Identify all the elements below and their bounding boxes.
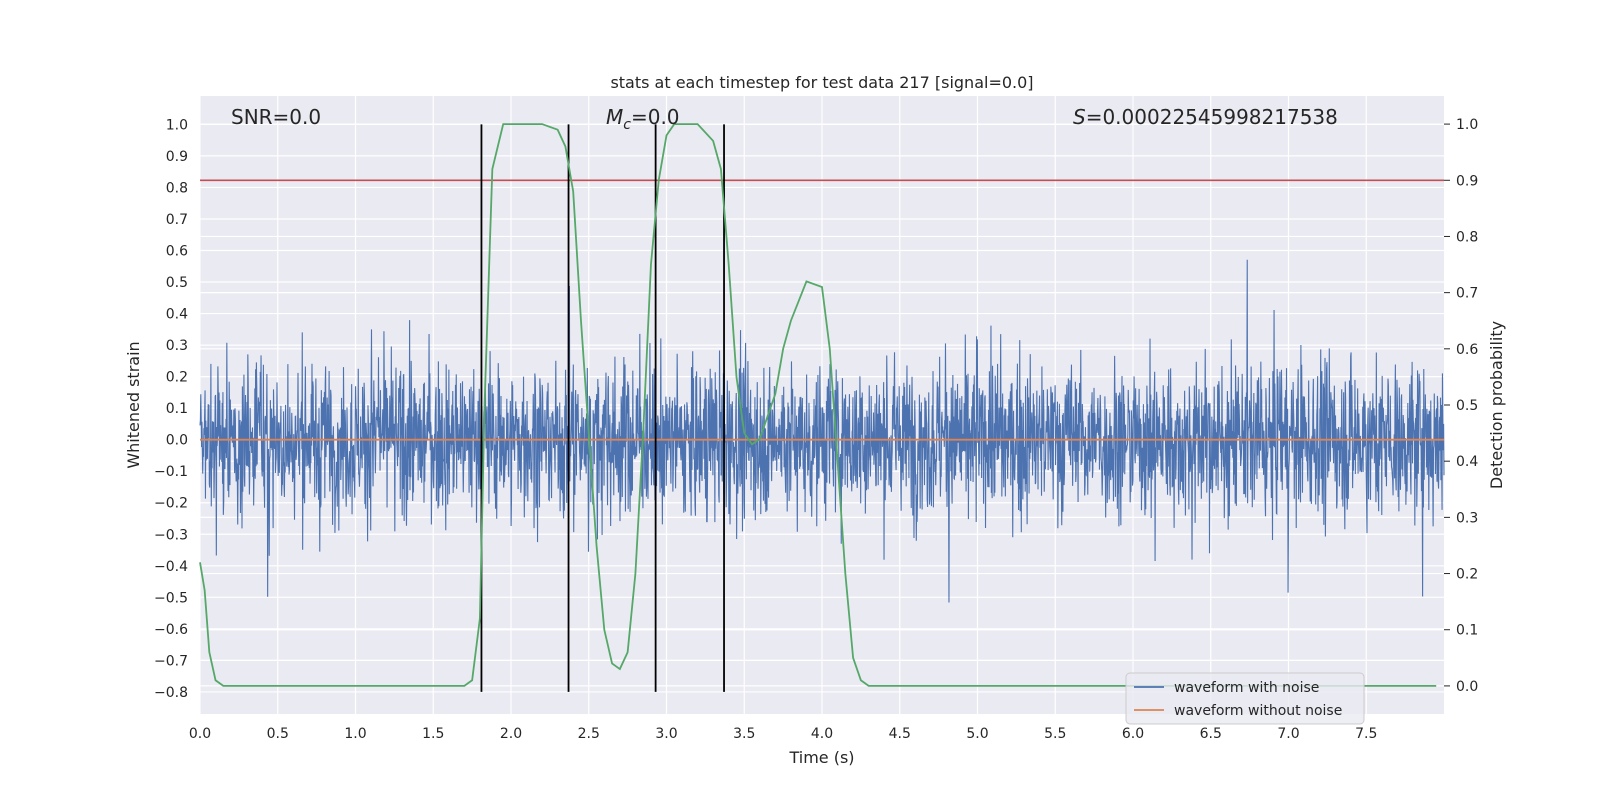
y-tick-label: −0.3 — [154, 527, 188, 543]
snr-annotation: SNR=0.0 — [231, 105, 321, 129]
y-tick-label: −0.4 — [154, 559, 188, 575]
mc-annotation: Mc=0.0 — [606, 105, 680, 133]
y-axis-label: Whitened strain — [124, 341, 143, 468]
s-annotation: S=0.00022545998217538 — [1073, 105, 1338, 129]
y-tick-label: 0.3 — [166, 338, 188, 354]
y-right-tick-label: 0.1 — [1456, 623, 1478, 639]
y-tick-label: −0.5 — [154, 590, 188, 606]
x-tick-label: 6.0 — [1122, 726, 1144, 742]
probability-line — [199, 123, 1437, 687]
noise-waveform-line — [199, 259, 1445, 603]
x-tick-label: 5.0 — [966, 726, 988, 742]
x-tick-label: 0.5 — [267, 726, 289, 742]
x-tick-label: 7.0 — [1277, 726, 1299, 742]
x-tick-label: 2.5 — [578, 726, 600, 742]
y-right-tick-label: 0.0 — [1456, 679, 1478, 695]
y-right-tick-label: 0.7 — [1456, 286, 1478, 302]
y-right-tick-label: 0.4 — [1456, 454, 1478, 470]
y-right-tick-label: 0.9 — [1456, 173, 1478, 189]
x-tick-label: 4.5 — [889, 726, 911, 742]
y-right-tick-label: 0.8 — [1456, 229, 1478, 245]
y-right-tick-label: 0.3 — [1456, 510, 1478, 526]
chart-title: stats at each timestep for test data 217… — [610, 73, 1033, 92]
y-tick-label: 0.1 — [166, 401, 188, 417]
legend-label-waveform-with-noise: waveform with noise — [1174, 680, 1319, 696]
x-axis-label: Time (s) — [788, 748, 854, 767]
y-right-tick-label: 1.0 — [1456, 117, 1478, 133]
legend-box — [1125, 672, 1365, 725]
x-tick-label: 0.0 — [189, 726, 211, 742]
y-tick-label: 0.5 — [166, 275, 188, 291]
y-tick-label: −0.8 — [154, 685, 188, 701]
x-tick-label: 7.5 — [1355, 726, 1377, 742]
legend: waveform with noise waveform without noi… — [1125, 672, 1365, 725]
x-tick-label: 3.5 — [733, 726, 755, 742]
x-tick-label: 1.0 — [344, 726, 366, 742]
y-tick-label: 1.0 — [166, 117, 188, 133]
x-tick-label: 4.0 — [811, 726, 833, 742]
y-tick-label: 0.8 — [166, 180, 188, 196]
series-waveform-with-noise — [199, 259, 1445, 603]
x-tick-label: 5.5 — [1044, 726, 1066, 742]
y-right-tick-label: 0.6 — [1456, 342, 1478, 358]
y-axis-right-label: Detection probability — [1487, 321, 1506, 489]
y-tick-label: 0.2 — [166, 370, 188, 386]
x-tick-label: 2.0 — [500, 726, 522, 742]
y-tick-label: −0.7 — [154, 653, 188, 669]
y-tick-label: −0.1 — [154, 464, 188, 480]
x-tick-label: 6.5 — [1200, 726, 1222, 742]
legend-label-waveform-without-noise: waveform without noise — [1174, 703, 1342, 719]
y-tick-label: 0.7 — [166, 212, 188, 228]
y-tick-label: 0.0 — [166, 433, 188, 449]
y-tick-label: 0.6 — [166, 244, 188, 260]
y-right-tick-label: 0.2 — [1456, 567, 1478, 583]
y-tick-label: 0.9 — [166, 149, 188, 165]
series-detection-probability — [199, 123, 1437, 687]
x-tick-label: 3.0 — [655, 726, 677, 742]
y-tick-label: 0.4 — [166, 307, 188, 323]
y-right-tick-label: 0.5 — [1456, 398, 1478, 414]
y-tick-label: −0.2 — [154, 496, 188, 512]
tick-labels: 0.0 0.5 1.0 1.5 2.0 2.5 3.0 3.5 4.0 4.5 5.0 5.5 6.0 6… — [154, 117, 1478, 742]
x-tick-label: 1.5 — [422, 726, 444, 742]
y-tick-label: −0.6 — [154, 622, 188, 638]
